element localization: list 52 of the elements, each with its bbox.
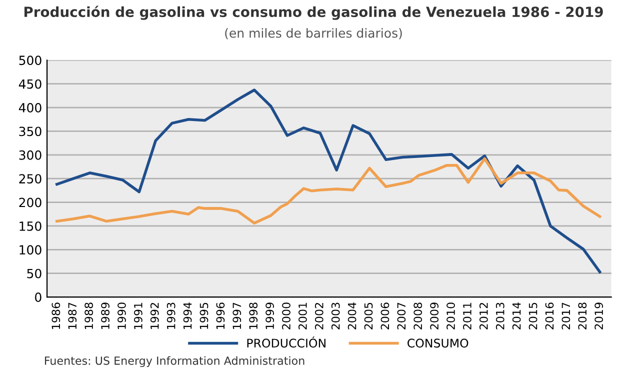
x-tick-label: 2000 bbox=[282, 302, 290, 330]
chart-title: Producción de gasolina vs consumo de gasolina de Venezuela 1986 - 2019 bbox=[24, 6, 603, 20]
x-tick-label: 2013 bbox=[496, 302, 504, 330]
line-series bbox=[56, 157, 602, 225]
x-tick-label: 2007 bbox=[397, 302, 406, 330]
x-tick-label: 2015 bbox=[528, 302, 538, 330]
x-tick-label: 1997 bbox=[232, 302, 242, 329]
x-tick-label: 2008 bbox=[414, 302, 422, 330]
x-tick-label: 2014 bbox=[512, 302, 521, 330]
y-tick-label: 500 bbox=[19, 56, 42, 66]
x-tick-label: 2011 bbox=[463, 302, 472, 330]
y-tick-label: 350 bbox=[19, 126, 42, 136]
x-tick-label: 2005 bbox=[364, 302, 373, 330]
x-tick-label: 2001 bbox=[298, 302, 307, 330]
x-tick-label: 1989 bbox=[101, 302, 110, 329]
legend-label: CONSUMO bbox=[408, 338, 468, 348]
x-tick-label: 1995 bbox=[200, 302, 208, 329]
x-tick-label: 1998 bbox=[249, 302, 258, 329]
x-tick-label: 2004 bbox=[348, 302, 356, 330]
y-tick-label: 50 bbox=[27, 268, 42, 278]
x-tick-label: 1990 bbox=[118, 302, 126, 329]
x-tick-label: 2019 bbox=[594, 302, 604, 330]
x-tick-label: 2003 bbox=[331, 302, 340, 330]
x-tick-label: 1987 bbox=[68, 302, 77, 329]
x-tick-label: 1991 bbox=[134, 302, 142, 329]
x-tick-label: 1999 bbox=[266, 302, 274, 329]
x-tick-label: 2006 bbox=[380, 302, 390, 330]
x-tick-label: 2002 bbox=[314, 303, 324, 330]
y-tick-label: 150 bbox=[20, 221, 42, 231]
x-tick-label: 1993 bbox=[166, 302, 176, 329]
x-tick-label: 2009 bbox=[430, 302, 439, 330]
source-note: Fuentes: US Energy Information Administration bbox=[44, 356, 304, 368]
x-tick-label: 1986 bbox=[52, 302, 60, 329]
x-tick-label: 2018 bbox=[578, 302, 587, 330]
legend-label: PRODUCCIÓN bbox=[247, 336, 326, 348]
y-tick-label: 250 bbox=[19, 174, 42, 184]
x-tick-label: 1992 bbox=[150, 303, 159, 329]
y-tick-label: 450 bbox=[18, 79, 42, 89]
y-tick-label: 400 bbox=[18, 103, 42, 112]
x-tick-label: 1994 bbox=[183, 302, 192, 329]
y-tick-label: 300 bbox=[19, 150, 42, 160]
x-tick-label: 2012 bbox=[479, 303, 488, 330]
x-tick-label: 2016 bbox=[545, 302, 554, 330]
x-tick-label: 2017 bbox=[562, 302, 570, 330]
y-tick-label: 200 bbox=[19, 198, 42, 208]
x-tick-label: 1996 bbox=[216, 302, 225, 329]
x-tick-label: 2010 bbox=[446, 302, 455, 330]
line-series bbox=[56, 88, 602, 274]
chart-subtitle: (en miles de barriles diarios) bbox=[225, 28, 402, 40]
y-tick-label: 100 bbox=[20, 245, 42, 255]
x-tick-label: 1988 bbox=[84, 302, 94, 329]
y-tick-label: 0 bbox=[35, 292, 42, 302]
